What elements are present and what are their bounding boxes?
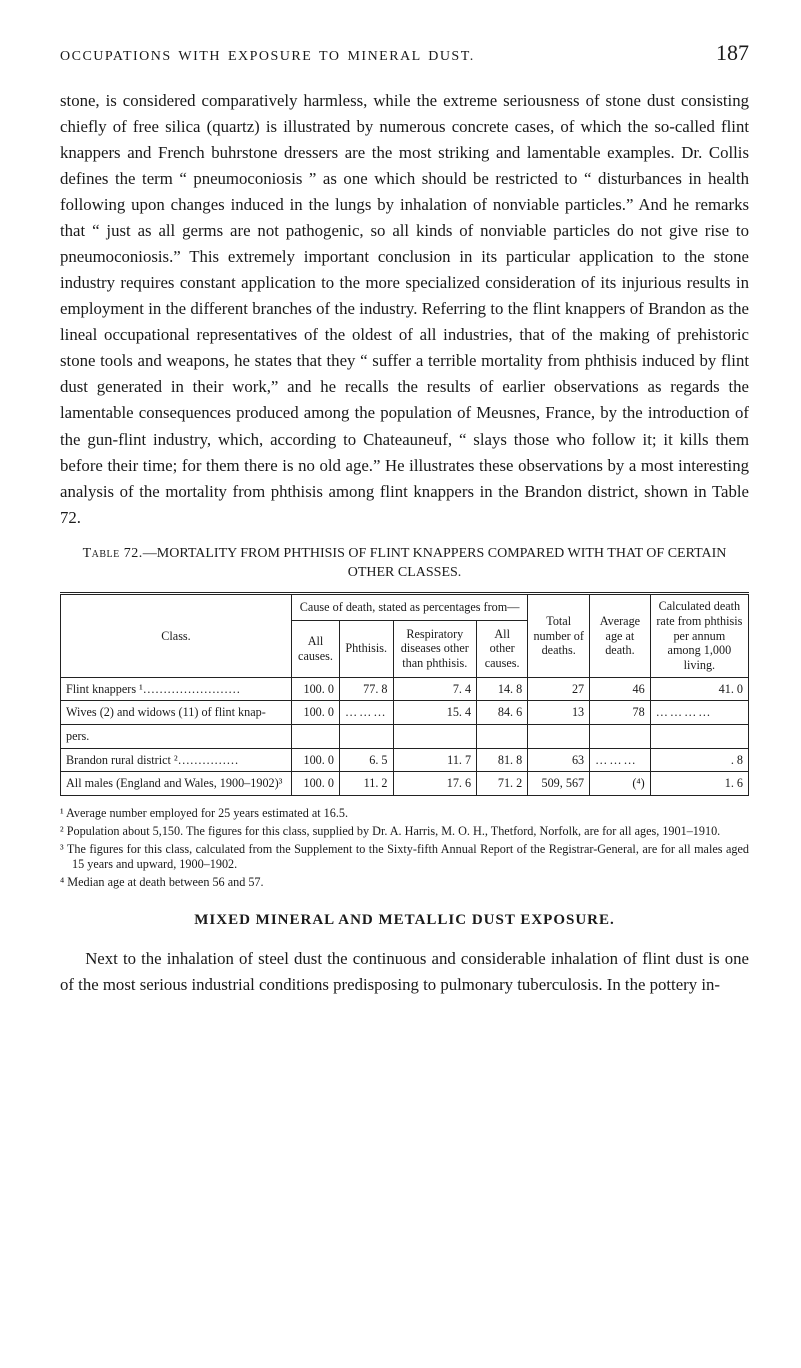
cell-label: Flint knappers ¹…………………… [61, 677, 292, 701]
cell-resp: 17. 6 [393, 772, 477, 796]
section-heading: MIXED MINERAL AND METALLIC DUST EXPOSURE… [60, 909, 749, 932]
cell-all-other: 14. 8 [477, 677, 528, 701]
table-caption-lead: Table 72. [83, 546, 143, 561]
cell-all-causes: 100. 0 [292, 701, 340, 725]
cell-label: Wives (2) and widows (11) of flint knap- [61, 701, 292, 725]
cell-resp: 7. 4 [393, 677, 477, 701]
col-calc-rate: Calculated death rate from phthisis per … [650, 594, 748, 677]
footnotes: ¹ Average number employed for 25 years e… [60, 806, 749, 891]
table-row: pers. [61, 724, 749, 748]
col-all-causes: All causes. [292, 620, 340, 677]
body-paragraph-main: stone, is considered comparatively harml… [60, 88, 749, 531]
cell-resp: 11. 7 [393, 748, 477, 772]
cell-label: pers. [61, 724, 292, 748]
cell-total-deaths: 63 [528, 748, 590, 772]
table-caption-rest: —MORTALITY FROM PHTHISIS OF FLINT KNAPPE… [143, 546, 727, 580]
running-title: OCCUPATIONS WITH EXPOSURE TO MINERAL DUS… [60, 46, 475, 68]
cell-phthisis: 6. 5 [339, 748, 393, 772]
cell-phthisis: 11. 2 [339, 772, 393, 796]
cell-calc-rate: . 8 [650, 748, 748, 772]
cell-all-causes: 100. 0 [292, 772, 340, 796]
table-body: Flint knappers ¹…………………… 100. 0 77. 8 7.… [61, 677, 749, 795]
cell-phthisis: 77. 8 [339, 677, 393, 701]
cell-calc-rate [650, 724, 748, 748]
cell-all-causes [292, 724, 340, 748]
footnote-1: ¹ Average number employed for 25 years e… [60, 806, 749, 822]
cell-all-causes: 100. 0 [292, 677, 340, 701]
col-resp: Respiratory diseases other than phthisis… [393, 620, 477, 677]
col-class: Class. [61, 594, 292, 677]
footnote-4: ⁴ Median age at death between 56 and 57. [60, 875, 749, 891]
table-row: Flint knappers ¹…………………… 100. 0 77. 8 7.… [61, 677, 749, 701]
cell-aver-age: 46 [590, 677, 651, 701]
cell-resp [393, 724, 477, 748]
table-caption: Table 72.—MORTALITY FROM PHTHISIS OF FLI… [60, 545, 749, 583]
footnote-2: ² Population about 5,150. The figures fo… [60, 824, 749, 840]
cell-total-deaths: 27 [528, 677, 590, 701]
cell-label: Brandon rural district ²…………… [61, 748, 292, 772]
col-all-other: All other causes. [477, 620, 528, 677]
col-cause-group: Cause of death, stated as percentages fr… [292, 594, 528, 620]
table-row: All males (England and Wales, 1900–1902)… [61, 772, 749, 796]
cell-aver-age: ……… [590, 748, 651, 772]
cell-total-deaths: 509, 567 [528, 772, 590, 796]
cell-aver-age: (⁴) [590, 772, 651, 796]
cell-total-deaths [528, 724, 590, 748]
table-row: Wives (2) and widows (11) of flint knap-… [61, 701, 749, 725]
body-paragraph-tail: Next to the inhalation of steel dust the… [60, 946, 749, 998]
cell-all-other: 81. 8 [477, 748, 528, 772]
col-aver-age: Average age at death. [590, 594, 651, 677]
cell-resp: 15. 4 [393, 701, 477, 725]
cell-calc-rate: 1. 6 [650, 772, 748, 796]
cell-all-other [477, 724, 528, 748]
cell-all-other: 71. 2 [477, 772, 528, 796]
cell-all-other: 84. 6 [477, 701, 528, 725]
cell-aver-age: 78 [590, 701, 651, 725]
cell-calc-rate: 41. 0 [650, 677, 748, 701]
cell-total-deaths: 13 [528, 701, 590, 725]
col-phthisis: Phthisis. [339, 620, 393, 677]
running-head: OCCUPATIONS WITH EXPOSURE TO MINERAL DUS… [60, 36, 749, 70]
col-total-deaths: Total number of deaths. [528, 594, 590, 677]
cell-all-causes: 100. 0 [292, 748, 340, 772]
cell-phthisis: ……… [339, 701, 393, 725]
table-head: Class. Cause of death, stated as percent… [61, 594, 749, 677]
table-row: Brandon rural district ²…………… 100. 0 6. … [61, 748, 749, 772]
mortality-table: Class. Cause of death, stated as percent… [60, 592, 749, 795]
cell-phthisis [339, 724, 393, 748]
cell-aver-age [590, 724, 651, 748]
cell-calc-rate: ………… [650, 701, 748, 725]
cell-label: All males (England and Wales, 1900–1902)… [61, 772, 292, 796]
page-number: 187 [716, 36, 749, 70]
footnote-3: ³ The figures for this class, calculated… [60, 842, 749, 874]
